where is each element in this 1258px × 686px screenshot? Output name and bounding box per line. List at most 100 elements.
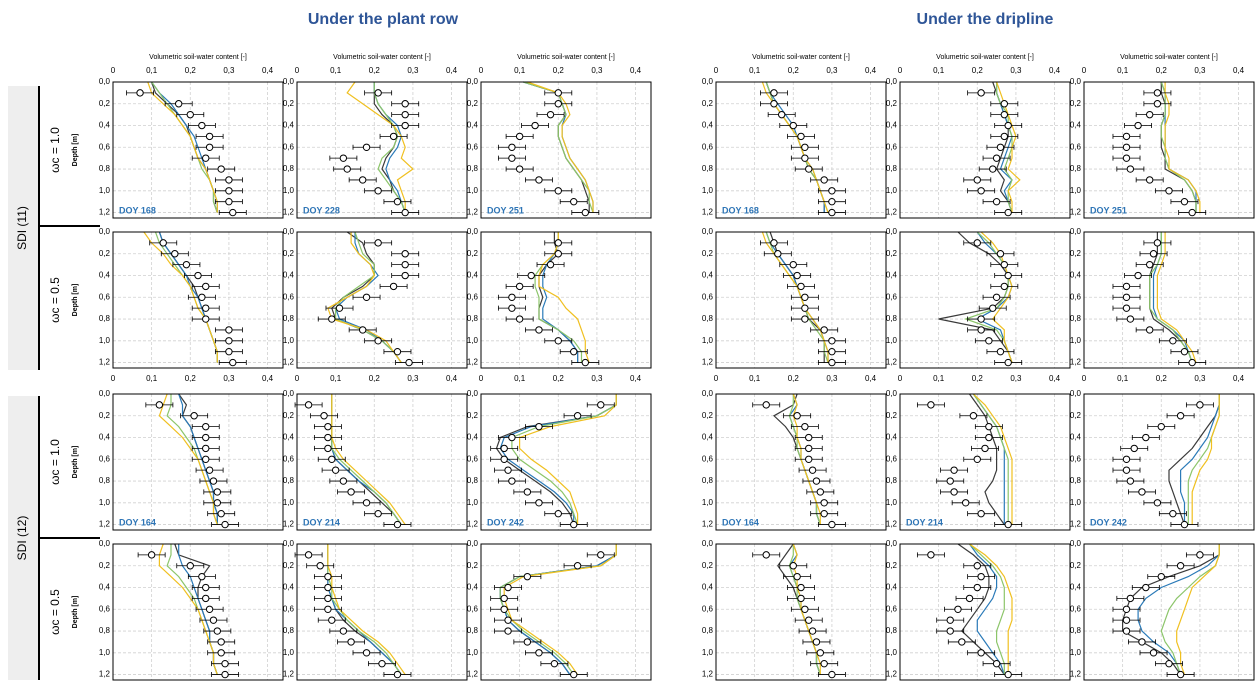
observation — [500, 594, 508, 603]
observation — [828, 358, 836, 367]
observation — [801, 315, 809, 323]
y-tick-label: 0,2 — [1070, 249, 1082, 258]
observation — [1142, 433, 1150, 442]
row-label: ωc = 1.0 — [48, 127, 62, 173]
y-tick-label: 1,0 — [99, 336, 111, 345]
observation — [504, 466, 512, 474]
y-tick-label: 0,8 — [886, 626, 898, 635]
observation — [515, 132, 524, 141]
observation — [1157, 572, 1165, 581]
y-tick-label: 0,2 — [886, 561, 898, 570]
observation — [797, 282, 805, 291]
y-tick-label: 0,4 — [702, 433, 714, 442]
panel-frame — [480, 393, 652, 531]
y-tick-label: 0,6 — [1070, 604, 1082, 613]
panel-annotation: DOY 242 — [487, 517, 524, 527]
y-tick-label: 0,2 — [467, 249, 479, 258]
y-tick-label: 0,0 — [283, 227, 295, 236]
panel-background — [716, 394, 886, 530]
observation — [770, 89, 778, 97]
observation — [581, 358, 590, 367]
x-tick-label: 0,2 — [185, 66, 197, 75]
y-tick-label: 0,6 — [283, 454, 295, 463]
observation — [159, 239, 167, 247]
x-tick-label: 0,4 — [1049, 374, 1061, 383]
observation — [820, 176, 828, 184]
observation — [508, 154, 516, 162]
observation — [1180, 347, 1189, 356]
x-tick-label: 0 — [479, 374, 484, 383]
observation — [335, 304, 344, 312]
observation — [554, 337, 562, 345]
observation — [205, 466, 214, 474]
y-tick-label: 0,2 — [283, 99, 295, 108]
y-tick-label: 0,6 — [99, 604, 111, 613]
observation — [985, 422, 993, 431]
x-tick-label: 0,1 — [514, 374, 526, 383]
observation — [362, 649, 371, 657]
observation — [202, 422, 210, 431]
y-tick-label: 0,2 — [1070, 411, 1082, 420]
observation — [977, 89, 985, 97]
observation — [1142, 583, 1150, 592]
y-tick-label: 0,6 — [886, 454, 898, 463]
observation — [508, 433, 516, 442]
panel-frame — [296, 543, 468, 681]
observation — [1145, 260, 1154, 269]
observation — [1126, 477, 1135, 485]
observation — [217, 649, 225, 657]
x-tick-label: 0 — [111, 374, 116, 383]
y-tick-label: 0,0 — [886, 227, 898, 236]
observation — [320, 412, 328, 420]
group-strip — [8, 396, 38, 680]
x-tick-label: 0,2 — [788, 374, 800, 383]
observation — [1145, 110, 1154, 119]
panel-background — [1084, 394, 1254, 530]
y-tick-label: 0,0 — [99, 539, 111, 548]
observation — [985, 337, 993, 345]
observation — [1122, 466, 1131, 474]
x-tick-label: 0,2 — [1156, 66, 1168, 75]
observation — [205, 143, 214, 151]
section-title: Under the dripline — [917, 11, 1054, 28]
panel-background — [716, 82, 886, 218]
row-label: ωc = 1.0 — [48, 439, 62, 485]
panel-background — [113, 232, 283, 368]
x-tick-label: 0,4 — [1049, 66, 1061, 75]
observation — [401, 208, 409, 217]
observation — [194, 271, 202, 280]
observation — [554, 250, 562, 258]
y-tick-label: 1,2 — [467, 520, 479, 529]
x-axis-label: Volumetric soil-water content [-] — [333, 54, 431, 61]
y-tick-label: 0,6 — [1070, 142, 1082, 151]
y-tick-label: 0,4 — [1070, 121, 1082, 130]
observation — [202, 304, 210, 312]
observation — [1145, 176, 1154, 184]
observation — [347, 638, 355, 646]
observation — [1000, 260, 1009, 269]
observation — [801, 154, 809, 162]
observation — [828, 670, 836, 679]
y-tick-label: 1,0 — [1070, 186, 1082, 195]
observation — [1122, 293, 1131, 301]
observation — [597, 551, 605, 559]
x-tick-label: 0,2 — [369, 66, 381, 75]
y-tick-label: 1,2 — [99, 520, 111, 529]
observation — [343, 165, 351, 173]
panel-background — [1084, 544, 1254, 680]
observation — [1000, 282, 1009, 291]
y-tick-label: 0,0 — [1070, 539, 1082, 548]
observation — [217, 638, 225, 646]
y-tick-label: 0,0 — [886, 539, 898, 548]
observation — [221, 670, 229, 679]
observation — [992, 154, 1001, 162]
observation — [362, 499, 371, 507]
y-tick-label: 0,8 — [1070, 314, 1082, 323]
panel-background — [297, 544, 467, 680]
observation — [828, 337, 836, 345]
y-tick-label: 1,0 — [1070, 648, 1082, 657]
observation — [808, 627, 817, 635]
observation — [523, 572, 532, 581]
section-title: Under the plant row — [308, 11, 459, 28]
observation — [816, 649, 825, 657]
